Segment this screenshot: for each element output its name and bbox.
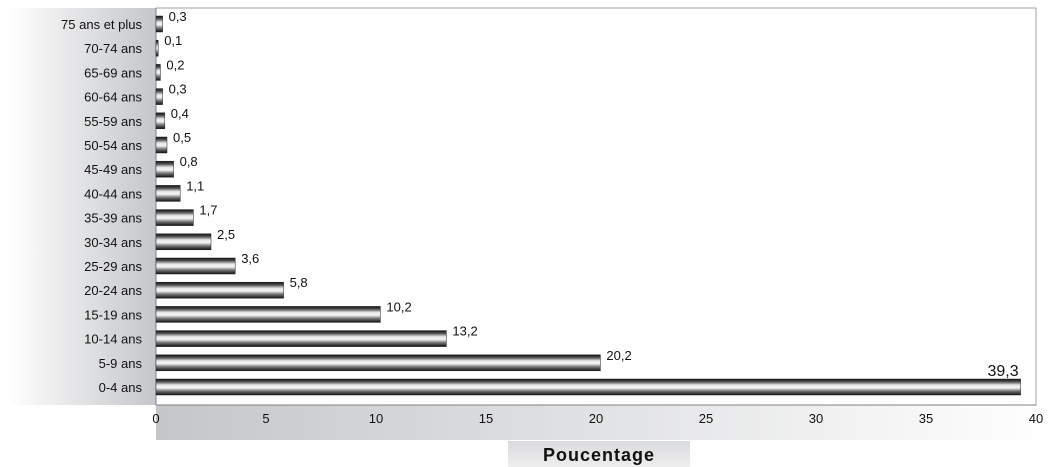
data-label: 0,8 bbox=[180, 154, 198, 169]
left-label-panel bbox=[8, 8, 156, 405]
data-label: 1,7 bbox=[199, 203, 217, 218]
data-label: 39,3 bbox=[987, 363, 1018, 380]
category-label: 25-29 ans bbox=[84, 259, 142, 274]
category-label: 30-34 ans bbox=[84, 235, 142, 250]
x-tick-label: 10 bbox=[369, 411, 383, 426]
x-tick-label: 5 bbox=[262, 411, 269, 426]
category-label: 10-14 ans bbox=[84, 332, 142, 347]
category-label: 60-64 ans bbox=[84, 90, 142, 105]
category-label: 15-19 ans bbox=[84, 307, 142, 322]
bar-25-29-ans bbox=[155, 257, 236, 275]
x-axis-title: Poucentage bbox=[543, 445, 655, 465]
category-label: 0-4 ans bbox=[99, 380, 143, 395]
data-label: 0,1 bbox=[164, 33, 182, 48]
x-tick-label: 20 bbox=[589, 411, 603, 426]
x-tick-label: 40 bbox=[1029, 411, 1043, 426]
x-tick-labels: 0 5 10 15 20 25 30 35 40 bbox=[152, 411, 1043, 426]
bar-75-ans-et-plus bbox=[155, 15, 163, 33]
category-label: 5-9 ans bbox=[99, 356, 143, 371]
data-label: 5,8 bbox=[290, 275, 308, 290]
bottom-axis-panel bbox=[156, 405, 1050, 440]
data-label: 3,6 bbox=[241, 251, 259, 266]
bar-35-39-ans bbox=[155, 209, 194, 226]
category-label: 50-54 ans bbox=[84, 138, 142, 153]
data-label: 0,3 bbox=[169, 9, 187, 24]
bar-45-49-ans bbox=[155, 160, 174, 178]
x-tick-label: 35 bbox=[919, 411, 933, 426]
bar-10-14-ans bbox=[155, 330, 447, 347]
bar-20-24-ans bbox=[155, 281, 284, 299]
data-label: 0,5 bbox=[173, 130, 191, 145]
bar-group bbox=[155, 15, 1021, 396]
bar-60-64-ans bbox=[155, 88, 163, 105]
category-label: 35-39 ans bbox=[84, 211, 142, 226]
category-label: 75 ans et plus bbox=[61, 17, 142, 32]
data-label: 2,5 bbox=[217, 227, 235, 242]
x-tick-label: 25 bbox=[699, 411, 713, 426]
bar-15-19-ans bbox=[155, 306, 381, 323]
category-label: 55-59 ans bbox=[84, 114, 142, 129]
bar-40-44-ans bbox=[155, 185, 181, 202]
category-label: 40-44 ans bbox=[84, 186, 142, 201]
x-axis-title-box bbox=[508, 441, 690, 467]
bar-50-54-ans bbox=[155, 136, 168, 154]
data-label: 0,3 bbox=[169, 82, 187, 97]
category-label: 70-74 ans bbox=[84, 41, 142, 56]
category-labels: 75 ans et plus 70-74 ans 65-69 ans 60-64 an… bbox=[61, 17, 142, 395]
bar-55-59-ans bbox=[155, 112, 166, 130]
data-label: 1,1 bbox=[186, 178, 204, 193]
x-tick-label: 15 bbox=[479, 411, 493, 426]
x-tick-label: 30 bbox=[809, 411, 823, 426]
bar-65-69-ans bbox=[155, 64, 161, 81]
category-label: 65-69 ans bbox=[84, 65, 142, 80]
category-label: 45-49 ans bbox=[84, 162, 142, 177]
data-label: 0,2 bbox=[166, 57, 184, 72]
category-label: 20-24 ans bbox=[84, 283, 142, 298]
bar-0-4-ans bbox=[155, 378, 1021, 396]
bar-30-34-ans bbox=[155, 233, 212, 251]
data-label: 20,2 bbox=[606, 348, 631, 363]
x-tick-label: 0 bbox=[152, 411, 159, 426]
data-label: 0,4 bbox=[171, 106, 189, 121]
bar-70-74-ans bbox=[155, 39, 159, 57]
data-label: 13,2 bbox=[452, 324, 477, 339]
data-label: 10,2 bbox=[386, 299, 411, 314]
bar-5-9-ans bbox=[155, 354, 601, 372]
data-labels: 0,3 0,1 0,2 0,3 0,4 0,5 0,8 1,1 1,72,5 3,6 5,8 10,2… bbox=[164, 9, 1019, 380]
